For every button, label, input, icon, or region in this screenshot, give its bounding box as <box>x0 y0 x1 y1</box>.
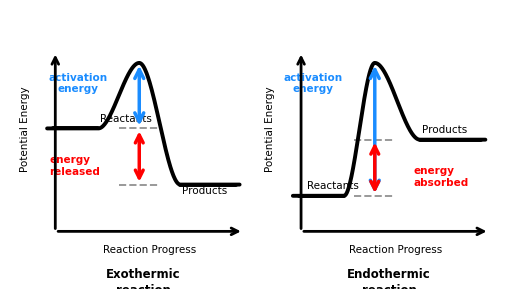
Text: Reaction Progress: Reaction Progress <box>349 245 442 255</box>
Text: Products: Products <box>182 186 227 197</box>
Text: Reaction Progress: Reaction Progress <box>103 245 196 255</box>
Text: Exothermic
reaction: Exothermic reaction <box>106 268 181 289</box>
Text: Reactants: Reactants <box>307 181 359 191</box>
Text: Potential Energy: Potential Energy <box>265 86 275 172</box>
Text: Potential Energy: Potential Energy <box>19 86 30 172</box>
Text: energy
released: energy released <box>49 155 100 177</box>
Text: Reactants: Reactants <box>100 114 152 124</box>
Text: Endothermic
reaction: Endothermic reaction <box>347 268 431 289</box>
Text: activation
energy: activation energy <box>284 73 343 94</box>
Text: activation
energy: activation energy <box>48 73 108 94</box>
Text: energy
absorbed: energy absorbed <box>414 166 469 188</box>
Text: Products: Products <box>422 125 467 135</box>
